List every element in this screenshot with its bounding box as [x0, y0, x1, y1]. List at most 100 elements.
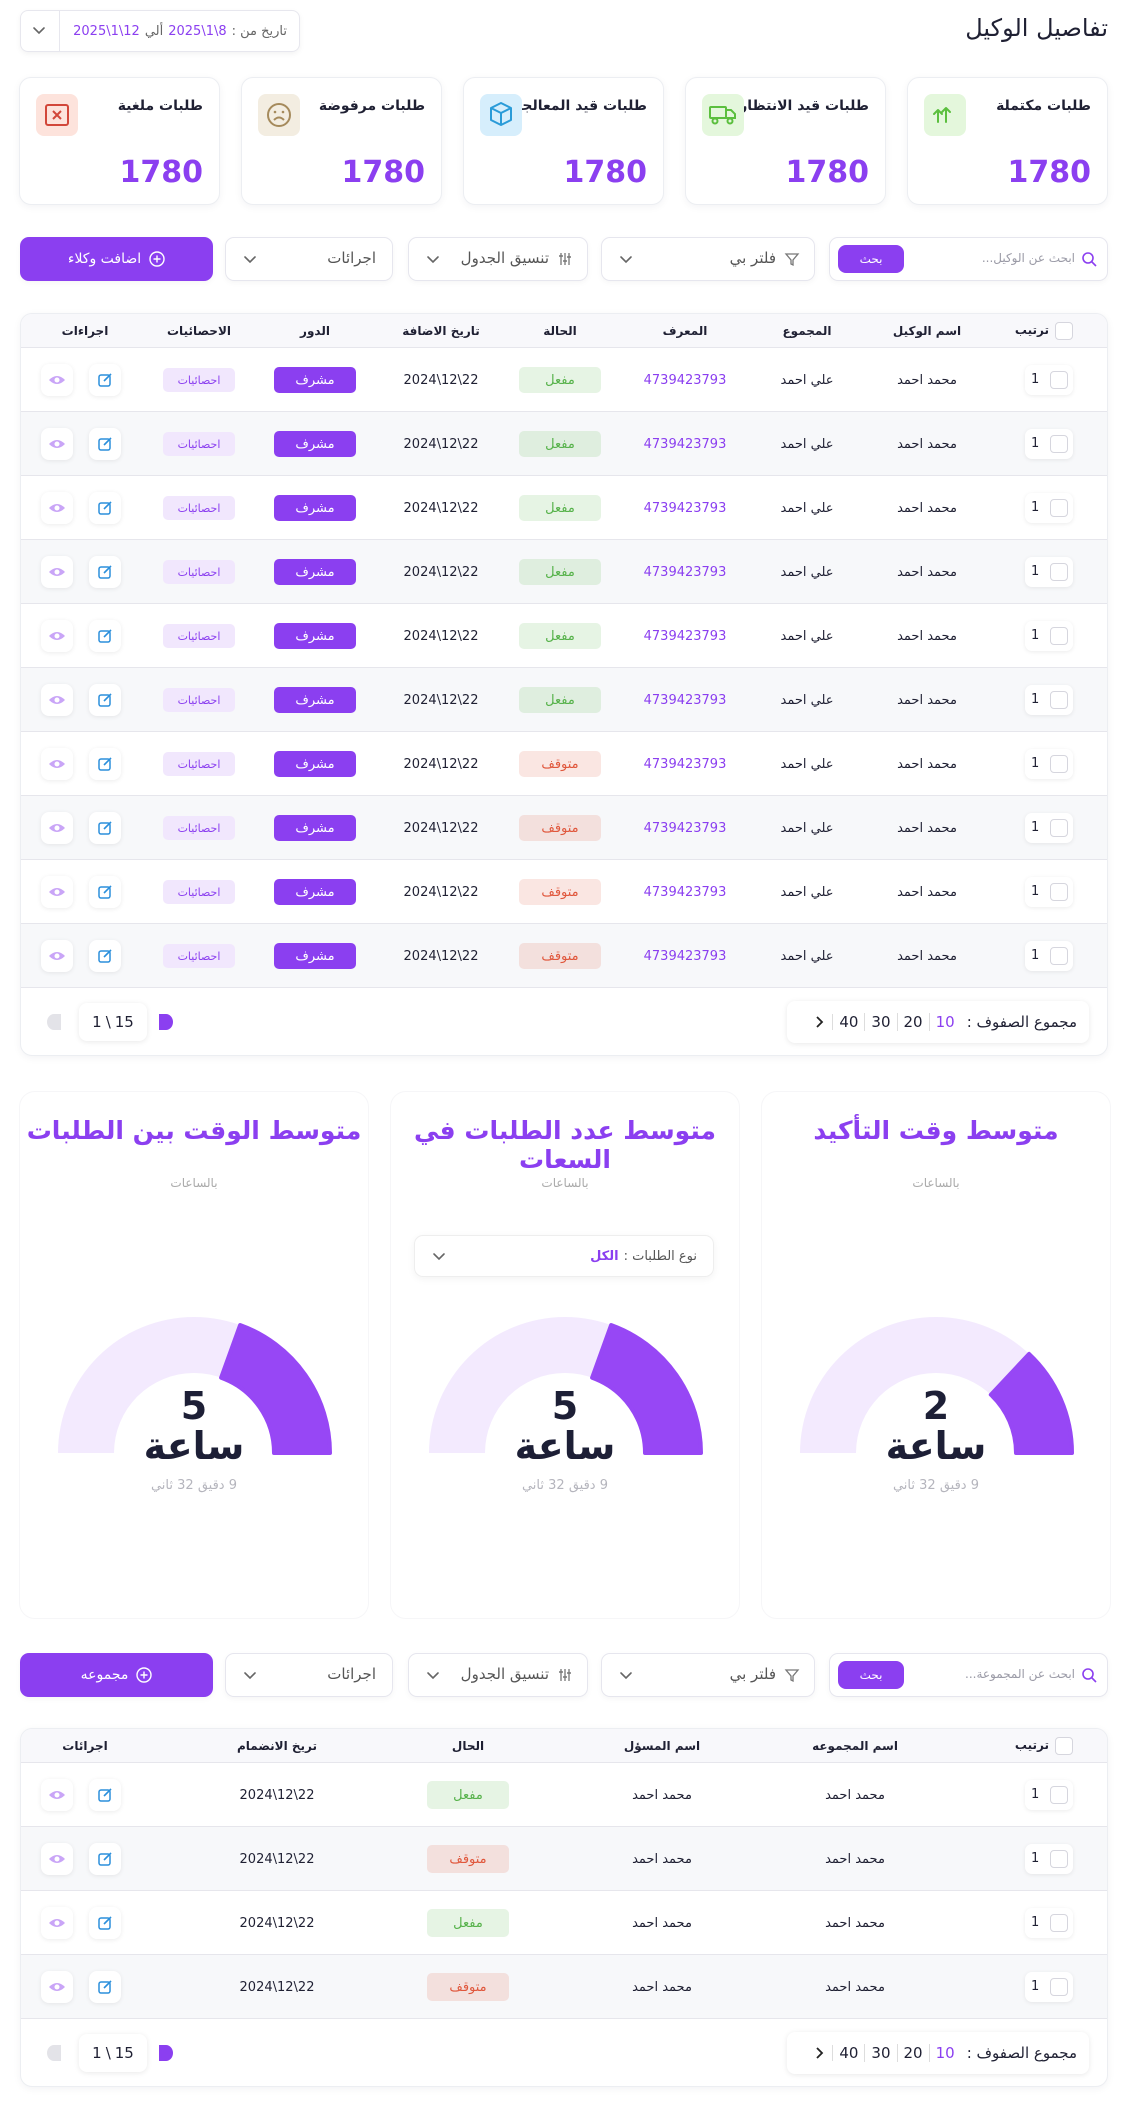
page-size-option[interactable]: 30	[865, 1013, 898, 1031]
date-added: 2024\12\22	[403, 628, 479, 644]
page-size-option[interactable]: 30	[865, 2044, 898, 2062]
checkbox[interactable]	[1055, 322, 1073, 340]
edit-button[interactable]	[89, 556, 121, 588]
edit-button[interactable]	[89, 940, 121, 972]
stat-label: طلبات مكتملة	[996, 98, 1091, 114]
gauge-part	[429, 1317, 703, 1455]
filter-dropdown[interactable]: فلتر بي	[601, 237, 815, 281]
filter-dropdown[interactable]: فلتر بي	[601, 1653, 815, 1697]
edit-button[interactable]	[89, 1779, 121, 1811]
edit-button-part	[98, 950, 111, 963]
view-button[interactable]	[41, 620, 73, 652]
next-sizes[interactable]	[810, 2045, 834, 2061]
view-button[interactable]	[41, 1971, 73, 2003]
checkbox[interactable]	[1050, 1978, 1068, 1996]
view-button[interactable]	[41, 428, 73, 460]
edit-button[interactable]	[89, 428, 121, 460]
checkbox[interactable]	[1050, 435, 1068, 453]
edit-button[interactable]	[89, 684, 121, 716]
checkbox[interactable]	[1050, 883, 1068, 901]
checkbox[interactable]	[1055, 1737, 1073, 1755]
edit-button[interactable]	[89, 1843, 121, 1875]
edit-button-part	[98, 630, 111, 643]
checkbox[interactable]	[1050, 371, 1068, 389]
search-box[interactable]: ابحث عن الوكيل... بحث	[829, 237, 1108, 281]
edit-button[interactable]	[89, 1971, 121, 2003]
stat-icon-part	[490, 102, 512, 126]
edit-button[interactable]	[89, 748, 121, 780]
page-size-option[interactable]: 40	[833, 1013, 866, 1031]
view-button[interactable]	[41, 556, 73, 588]
page-size-option[interactable]: 10	[935, 1013, 955, 1031]
stats-badge: احصائيات	[163, 432, 235, 456]
view-button[interactable]	[41, 876, 73, 908]
prev-page[interactable]	[47, 2045, 61, 2061]
date-from: 2025\1\8	[168, 23, 227, 39]
actions-dropdown[interactable]: اجرائات	[225, 237, 393, 281]
agent-name: محمد احمد	[897, 628, 957, 644]
view-button[interactable]	[41, 812, 73, 844]
search-box[interactable]: ابحث عن المجموعة... بحث	[829, 1653, 1108, 1697]
checkbox[interactable]	[1050, 563, 1068, 581]
checkbox[interactable]	[1050, 947, 1068, 965]
view-button[interactable]	[41, 492, 73, 524]
agent-name: محمد احمد	[897, 884, 957, 900]
stat-icon-part	[709, 106, 736, 125]
edit-button-part	[98, 821, 112, 835]
search-button[interactable]: بحث	[838, 245, 904, 273]
checkbox[interactable]	[1050, 499, 1068, 517]
rank-box: 1	[1025, 1844, 1073, 1874]
chevron-part	[427, 1672, 439, 1680]
format-icon-part	[559, 1669, 571, 1681]
table-row: 1 محمد احمد محمد احمد متوقف 2024\12\22	[21, 1955, 1107, 2019]
view-button[interactable]	[41, 684, 73, 716]
next-sizes[interactable]	[810, 1014, 834, 1030]
edit-button[interactable]	[89, 364, 121, 396]
edit-button[interactable]	[89, 876, 121, 908]
edit-button-part	[98, 437, 112, 451]
prev-page[interactable]	[47, 1014, 61, 1030]
next-page[interactable]	[159, 1014, 173, 1030]
view-button[interactable]	[41, 1779, 73, 1811]
role-badge: مشرف	[274, 815, 356, 841]
plus-icon	[136, 1667, 153, 1683]
add-button[interactable]: اضافت وكلاء	[20, 237, 213, 281]
format-dropdown[interactable]: تنسيق الجدول	[408, 237, 588, 281]
actions-dropdown[interactable]: اجرائات	[225, 1653, 393, 1697]
stat-icon-part	[267, 103, 291, 127]
request-type-dropdown[interactable]: نوع الطلبات : الكل	[414, 1235, 714, 1277]
stat-label: طلبات مرفوضة	[318, 98, 425, 114]
view-button[interactable]	[41, 1907, 73, 1939]
page-size-option[interactable]: 20	[898, 2044, 930, 2062]
format-icon-part	[559, 253, 571, 265]
view-button[interactable]	[41, 748, 73, 780]
edit-button[interactable]	[89, 492, 121, 524]
view-button[interactable]	[41, 364, 73, 396]
page-size-option[interactable]: 10	[935, 2044, 955, 2062]
page-size-option[interactable]: 20	[898, 1013, 930, 1031]
edit-button[interactable]	[89, 620, 121, 652]
checkbox[interactable]	[1050, 755, 1068, 773]
gauge-panel	[390, 1091, 740, 1619]
checkbox[interactable]	[1050, 627, 1068, 645]
view-button[interactable]	[41, 940, 73, 972]
edit-button[interactable]	[89, 812, 121, 844]
checkbox[interactable]	[1050, 691, 1068, 709]
view-button[interactable]	[41, 1843, 73, 1875]
checkbox[interactable]	[1050, 1786, 1068, 1804]
edit-button[interactable]	[89, 1907, 121, 1939]
next-page[interactable]	[159, 2045, 173, 2061]
checkbox[interactable]	[1050, 1850, 1068, 1868]
date-picker[interactable]: تاريخ من :2025\1\8 ألي 2025\1\12	[20, 10, 300, 52]
checkbox[interactable]	[1050, 1914, 1068, 1932]
page-size-option[interactable]: 40	[833, 2044, 866, 2062]
agent-name: محمد احمد	[897, 948, 957, 964]
add-button[interactable]: مجموعه	[20, 1653, 213, 1697]
search-placeholder: ابحث عن الوكيل...	[981, 251, 1075, 265]
view-button-part	[54, 761, 60, 767]
search-button[interactable]: بحث	[838, 1661, 904, 1689]
checkbox[interactable]	[1050, 819, 1068, 837]
format-dropdown[interactable]: تنسيق الجدول	[408, 1653, 588, 1697]
edit-button-part	[103, 629, 112, 638]
manager-name: محمد احمد	[632, 1979, 692, 1995]
